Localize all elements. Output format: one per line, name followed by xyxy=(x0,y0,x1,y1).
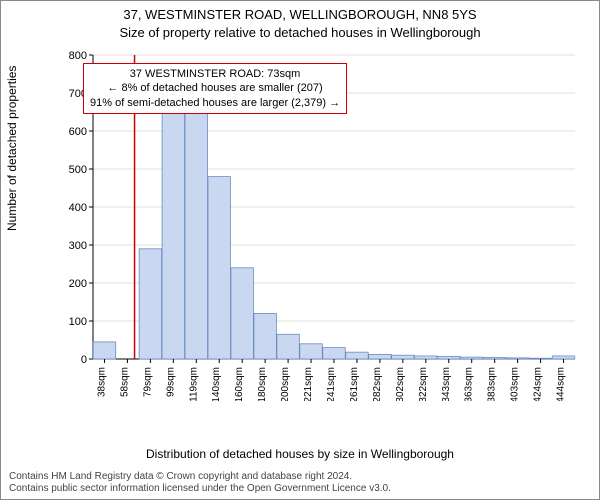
histogram-bar xyxy=(323,348,345,359)
histogram-bar xyxy=(185,104,207,359)
attribution-line-1: Contains HM Land Registry data © Crown c… xyxy=(9,471,391,483)
histogram-bar xyxy=(552,356,574,359)
svg-text:100: 100 xyxy=(69,316,87,328)
title-line-2: Size of property relative to detached ho… xyxy=(1,25,599,40)
attribution: Contains HM Land Registry data © Crown c… xyxy=(9,471,391,495)
histogram-bar xyxy=(162,108,184,359)
histogram-bar xyxy=(392,355,414,359)
svg-text:200sqm: 200sqm xyxy=(280,367,291,401)
svg-text:302sqm: 302sqm xyxy=(395,367,406,401)
svg-text:322sqm: 322sqm xyxy=(418,367,429,401)
svg-text:140sqm: 140sqm xyxy=(211,367,222,401)
annotation-box: 37 WESTMINSTER ROAD: 73sqm ← 8% of detac… xyxy=(83,63,347,114)
svg-text:800: 800 xyxy=(69,50,87,62)
histogram-bar xyxy=(231,268,253,359)
svg-text:444sqm: 444sqm xyxy=(556,367,567,401)
svg-text:383sqm: 383sqm xyxy=(487,367,498,401)
annotation-line-2: ← 8% of detached houses are smaller (207… xyxy=(90,81,340,95)
svg-text:221sqm: 221sqm xyxy=(303,367,314,401)
svg-text:180sqm: 180sqm xyxy=(257,367,268,401)
annotation-line-1: 37 WESTMINSTER ROAD: 73sqm xyxy=(90,67,340,81)
histogram-bar xyxy=(438,356,460,359)
svg-text:403sqm: 403sqm xyxy=(510,367,521,401)
histogram-bar xyxy=(277,334,299,359)
svg-text:261sqm: 261sqm xyxy=(349,367,360,401)
title-line-1: 37, WESTMINSTER ROAD, WELLINGBOROUGH, NN… xyxy=(1,7,599,22)
annotation-line-3: 91% of semi-detached houses are larger (… xyxy=(90,96,340,110)
svg-text:282sqm: 282sqm xyxy=(372,367,383,401)
svg-text:424sqm: 424sqm xyxy=(533,367,544,401)
svg-text:160sqm: 160sqm xyxy=(234,367,245,401)
svg-text:58sqm: 58sqm xyxy=(119,367,130,397)
histogram-bar xyxy=(529,358,551,359)
svg-text:241sqm: 241sqm xyxy=(326,367,337,401)
y-axis-label: Number of detached properties xyxy=(5,66,19,231)
svg-text:38sqm: 38sqm xyxy=(96,367,107,397)
svg-text:600: 600 xyxy=(69,126,87,138)
attribution-line-2: Contains public sector information licen… xyxy=(9,483,391,495)
histogram-bar xyxy=(346,352,368,359)
histogram-bar xyxy=(460,357,482,359)
svg-text:119sqm: 119sqm xyxy=(188,367,199,401)
svg-text:79sqm: 79sqm xyxy=(142,367,153,397)
histogram-bar xyxy=(300,344,322,359)
svg-text:200: 200 xyxy=(69,278,87,290)
svg-text:363sqm: 363sqm xyxy=(464,367,475,401)
svg-text:0: 0 xyxy=(81,354,87,366)
svg-text:300: 300 xyxy=(69,240,87,252)
x-axis-caption: Distribution of detached houses by size … xyxy=(1,447,599,461)
histogram-bar xyxy=(506,358,528,359)
svg-text:500: 500 xyxy=(69,164,87,176)
histogram-bar xyxy=(415,356,437,359)
svg-text:99sqm: 99sqm xyxy=(165,367,176,397)
svg-text:343sqm: 343sqm xyxy=(441,367,452,401)
histogram-bar xyxy=(369,354,391,359)
histogram-bar xyxy=(483,357,505,359)
histogram-bar xyxy=(139,249,161,359)
histogram-bar xyxy=(93,342,115,359)
histogram-bar xyxy=(208,177,230,359)
histogram-bar xyxy=(254,313,276,359)
chart-container: 37, WESTMINSTER ROAD, WELLINGBOROUGH, NN… xyxy=(0,0,600,500)
svg-text:400: 400 xyxy=(69,202,87,214)
